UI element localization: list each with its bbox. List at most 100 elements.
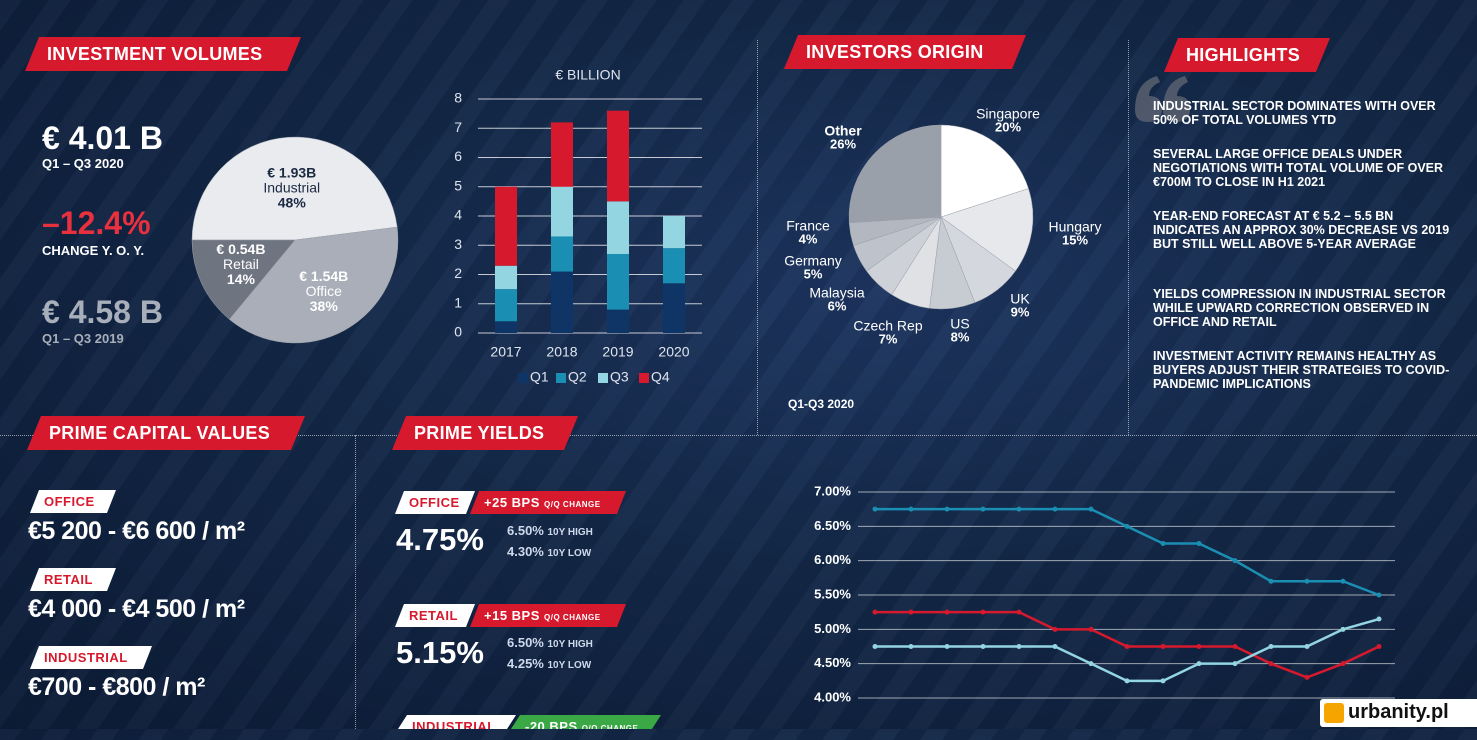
quote-icon	[1135, 76, 1190, 122]
section-heading: HIGHLIGHTS	[1164, 38, 1330, 72]
slice-label: US	[950, 316, 969, 332]
bar-segment	[551, 271, 573, 333]
line-point	[1160, 541, 1166, 546]
line-point	[944, 609, 950, 615]
change-tag: +25 BPS Q/Q CHANGE	[470, 491, 626, 514]
sector-tag: OFFICE	[395, 491, 475, 514]
change-value: -20 BPS	[525, 719, 578, 734]
low-label: 10Y LOW	[547, 548, 592, 559]
line-point	[1052, 626, 1058, 632]
slice-label: Malaysia	[809, 285, 864, 301]
line-point	[872, 644, 878, 649]
y-tick-label: 7.00%	[814, 483, 851, 498]
bar-segment	[663, 216, 685, 249]
y-tick-label: 4.00%	[814, 689, 851, 704]
kpi-change: –12.4%	[42, 205, 151, 241]
line-point	[1232, 661, 1238, 667]
legend-label: Q4	[651, 369, 670, 385]
x-tick-label: 2020	[658, 344, 689, 360]
yield-value: 4.75%	[396, 522, 484, 557]
line-point	[1016, 644, 1022, 649]
slice-value: 38%	[310, 298, 339, 314]
line-point	[1268, 644, 1274, 649]
y-tick-label: 2	[454, 265, 462, 281]
y-tick-label: 4.50%	[814, 655, 851, 670]
low-value: 4.30%	[507, 544, 544, 559]
divider	[757, 40, 758, 435]
sector-tag: RETAIL	[395, 604, 475, 627]
slice-value: 7%	[879, 331, 898, 346]
y-tick-label: 5.00%	[814, 621, 851, 636]
kpi-change-label: CHANGE Y. O. Y.	[42, 243, 145, 258]
line-point	[1088, 506, 1094, 512]
y-tick-label: 8	[454, 90, 462, 106]
y-tick-label: 3	[454, 236, 462, 252]
slice-label: Czech Rep	[853, 318, 922, 334]
line-point	[1016, 506, 1022, 512]
change-note: Q/Q CHANGE	[544, 613, 601, 622]
y-tick-label: 6.50%	[814, 518, 851, 533]
change-value: +25 BPS	[484, 495, 540, 510]
y-tick-label: 6	[454, 148, 462, 164]
sector-tag: RETAIL	[30, 568, 116, 591]
sector-tag: INDUSTRIAL	[30, 646, 152, 669]
line-point	[980, 506, 986, 512]
x-tick-label: 2019	[602, 344, 633, 360]
line-point	[1160, 678, 1166, 684]
line-point	[1232, 644, 1238, 649]
slice-label: Office	[306, 283, 343, 299]
line-point	[1340, 626, 1346, 632]
slice-value: 4%	[799, 231, 818, 246]
sector-tag: INDUSTRIAL	[398, 715, 516, 729]
line-series	[875, 617, 1380, 683]
chart-title: € BILLION	[555, 67, 620, 83]
divider	[355, 435, 356, 729]
slice-value: 48%	[278, 194, 307, 210]
y-tick-label: 5.50%	[814, 586, 851, 601]
legend-swatch	[556, 373, 566, 383]
capital-value: €700 - €800 / m²	[28, 673, 205, 701]
y-tick-label: 1	[454, 294, 462, 310]
line-point	[1304, 578, 1310, 584]
line-point	[1376, 644, 1382, 649]
legend-swatch	[518, 373, 528, 383]
x-tick-label: 2017	[490, 344, 521, 360]
slice-amount: € 1.54B	[299, 268, 348, 284]
kpi-period: Q1 – Q3 2019	[42, 331, 124, 346]
chart-subtitle: Q1-Q3 2020	[788, 397, 854, 411]
pie-slice	[940, 124, 1029, 218]
y-tick-label: 5	[454, 177, 462, 193]
divider	[0, 435, 1477, 436]
capital-value: €4 000 - €4 500 / m²	[28, 595, 245, 623]
pie-slice	[940, 188, 1034, 272]
kpi-period: Q1 – Q3 2020	[42, 156, 124, 171]
line-point	[908, 506, 914, 512]
slice-value: 26%	[830, 136, 856, 151]
slice-value: 6%	[828, 298, 847, 313]
bar-segment	[607, 110, 629, 202]
pie-slice	[191, 136, 398, 241]
legend-label: Q3	[610, 369, 629, 385]
yield-high: 6.50% 10Y HIGH	[507, 523, 593, 538]
bar-segment	[607, 309, 629, 333]
watermark-text: urbanity.pl	[1348, 701, 1449, 723]
line-point	[944, 506, 950, 512]
high-label: 10Y HIGH	[547, 527, 593, 538]
line-point	[1196, 661, 1202, 667]
high-value: 6.50%	[507, 523, 544, 538]
watermark-box: urbanity.pl	[1320, 699, 1477, 727]
highlight-item: INDUSTRIAL SECTOR DOMINATES WITH OVER 50…	[1153, 99, 1436, 127]
slice-value: 14%	[227, 271, 256, 287]
pie-slice	[191, 239, 296, 320]
line-point	[980, 644, 986, 649]
bar-segment	[551, 236, 573, 272]
line-point	[1160, 644, 1166, 649]
kpi-value: € 4.01 B	[42, 120, 163, 156]
line-point	[1088, 626, 1094, 632]
y-tick-label: 4	[454, 207, 462, 223]
legend-swatch	[598, 373, 608, 383]
section-heading: INVESTORS ORIGIN	[784, 35, 1026, 69]
line-point	[1268, 661, 1274, 667]
